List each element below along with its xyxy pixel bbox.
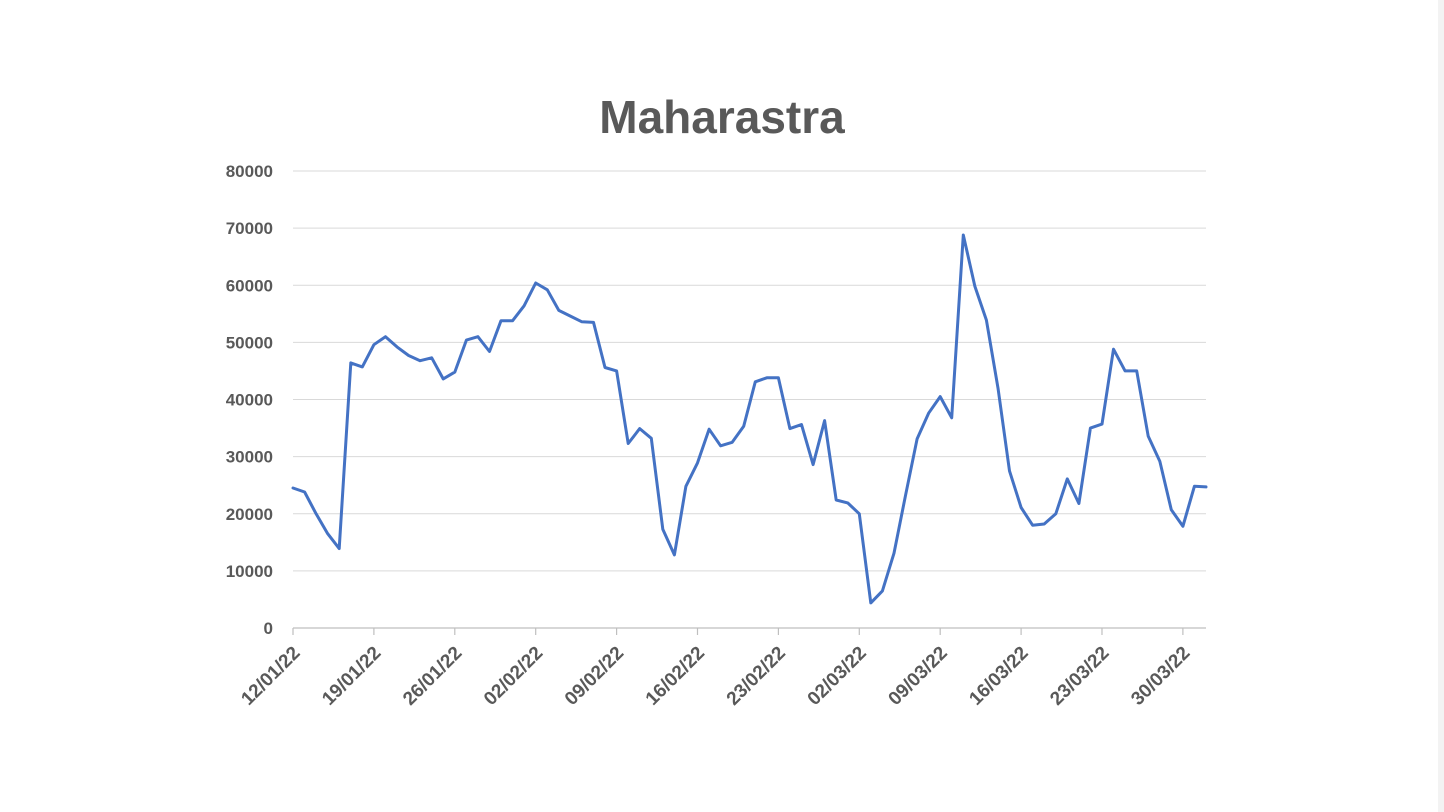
y-tick-label: 80000 (226, 162, 273, 181)
series-line (291, 233, 1208, 605)
y-tick-label: 70000 (226, 219, 273, 238)
y-axis-ticks: 0 10000 20000 30000 40000 50000 60000 70000 8000… (226, 162, 273, 638)
y-tick-label: 30000 (226, 448, 273, 467)
x-tick-label: 02/02/22 (480, 643, 547, 710)
right-edge-strip (1438, 0, 1444, 812)
x-tick-label: 09/03/22 (885, 643, 952, 710)
x-axis-ticks: 12/01/22 19/01/22 26/01/22 02/02/22 09/02/22… (237, 628, 1194, 710)
chart-title: Maharastra (599, 91, 845, 143)
y-tick-label: 50000 (226, 333, 273, 352)
x-tick-label: 12/01/22 (237, 643, 304, 710)
y-tick-label: 20000 (226, 505, 273, 524)
y-tick-label: 0 (264, 619, 273, 638)
x-tick-label: 16/03/22 (965, 643, 1032, 710)
x-tick-label: 02/03/22 (804, 643, 871, 710)
x-tick-label: 19/01/22 (318, 643, 385, 710)
x-tick-label: 16/02/22 (642, 643, 709, 710)
y-tick-label: 60000 (226, 276, 273, 295)
gridlines (293, 170, 1206, 572)
x-tick-label: 26/01/22 (399, 643, 466, 710)
x-tick-label: 30/03/22 (1127, 643, 1194, 710)
x-tick-label: 09/02/22 (561, 643, 628, 710)
y-tick-label: 10000 (226, 562, 273, 581)
y-tick-label: 40000 (226, 391, 273, 410)
x-tick-label: 23/02/22 (723, 643, 790, 710)
x-tick-label: 23/03/22 (1046, 643, 1113, 710)
